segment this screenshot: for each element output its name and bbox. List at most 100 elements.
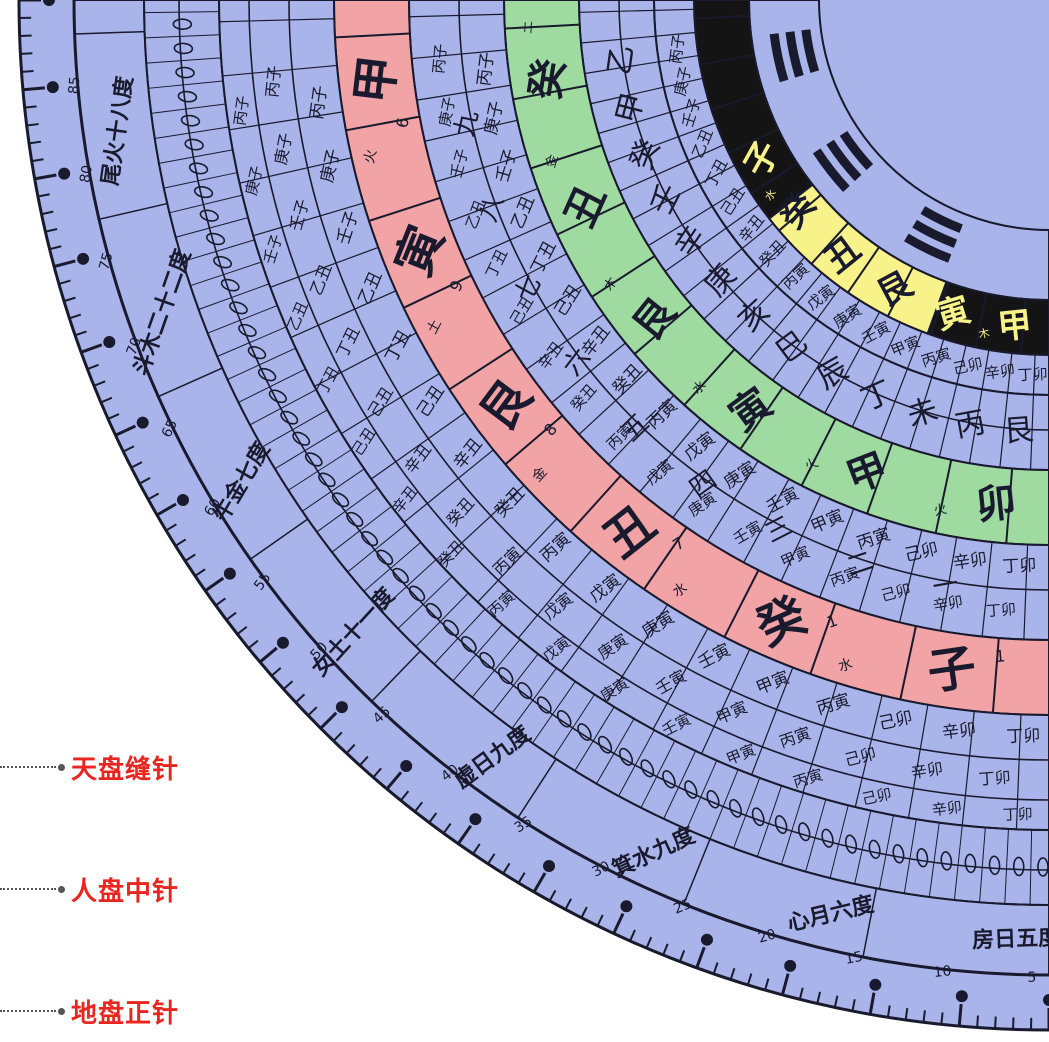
scale-tick bbox=[414, 801, 424, 813]
scale-tick bbox=[194, 568, 206, 577]
scale-dot bbox=[700, 933, 713, 946]
scale-tick bbox=[282, 680, 294, 690]
scale-dot bbox=[1043, 994, 1049, 1006]
scale-tick bbox=[114, 424, 137, 437]
radial-divider bbox=[590, 77, 703, 105]
radial-divider bbox=[227, 347, 296, 381]
radial-divider bbox=[953, 825, 963, 901]
radial-divider bbox=[403, 449, 494, 523]
inner-pillar-label: 丁卯 bbox=[1017, 365, 1048, 384]
scale-tick bbox=[746, 973, 753, 986]
pattern-mark bbox=[172, 18, 193, 31]
scale-dot bbox=[77, 252, 90, 265]
radial-divider bbox=[144, 11, 220, 14]
radial-divider bbox=[880, 331, 923, 439]
radial-divider bbox=[723, 569, 760, 638]
pattern-mark bbox=[247, 345, 267, 360]
pattern-mark bbox=[868, 839, 881, 859]
scale-tick bbox=[107, 413, 120, 420]
yellow-ring-label: 甲 bbox=[996, 305, 1034, 348]
radial-divider bbox=[934, 459, 953, 534]
radial-divider bbox=[163, 172, 238, 189]
radial-divider bbox=[151, 103, 226, 114]
pattern-mark bbox=[706, 789, 720, 809]
pattern-mark bbox=[318, 472, 336, 488]
callout-earth-needle: 地盘正针 bbox=[0, 996, 179, 1029]
radial-divider bbox=[780, 792, 805, 865]
scale-tick bbox=[922, 1010, 926, 1023]
scale-tick bbox=[69, 313, 82, 320]
numeral-label: 一 bbox=[930, 569, 961, 603]
yellow-ring-element: 木 bbox=[914, 307, 929, 323]
radial-divider bbox=[756, 785, 782, 857]
radial-divider bbox=[340, 373, 440, 435]
scale-dot bbox=[955, 990, 968, 1003]
radial-divider bbox=[664, 204, 760, 272]
radial-divider bbox=[477, 518, 558, 603]
scale-tick bbox=[886, 1005, 891, 1018]
radial-divider bbox=[569, 474, 622, 533]
scale-tick bbox=[764, 978, 770, 991]
callout-dot bbox=[58, 885, 65, 893]
scale-tick bbox=[24, 105, 37, 109]
middle-stem-label: 丙子 bbox=[429, 43, 450, 75]
radial-divider bbox=[471, 639, 521, 698]
callout-heaven-needle: 天盘缝针 bbox=[0, 752, 179, 785]
pattern-mark bbox=[376, 549, 394, 566]
scale-tick bbox=[53, 259, 76, 269]
radial-divider bbox=[847, 246, 880, 294]
radial-divider bbox=[578, 369, 650, 435]
scale-tick bbox=[456, 824, 473, 845]
outer-stem-label: 己卯 bbox=[860, 785, 893, 809]
radial-divider bbox=[74, 30, 145, 35]
radial-divider bbox=[709, 769, 739, 840]
pattern-mark bbox=[188, 162, 209, 175]
pattern-mark bbox=[392, 567, 409, 584]
pattern-mark bbox=[619, 747, 634, 766]
inner-pillar-label: 丙子 bbox=[666, 33, 688, 65]
trigram-bar bbox=[904, 233, 952, 263]
scale-tick bbox=[532, 872, 547, 893]
pattern-mark bbox=[229, 301, 248, 315]
radial-divider bbox=[672, 440, 730, 519]
middle-stem-label: 辛卯 bbox=[952, 549, 988, 574]
radial-divider bbox=[938, 345, 967, 458]
radial-divider bbox=[517, 758, 557, 819]
pattern-mark bbox=[408, 585, 426, 602]
outer-stem-label: 丁卯 bbox=[978, 768, 1011, 789]
radial-divider bbox=[780, 494, 822, 582]
radial-divider bbox=[579, 8, 695, 13]
radial-divider bbox=[504, 23, 580, 30]
radial-divider bbox=[551, 342, 626, 404]
outer-stem-label: 丙子 bbox=[307, 84, 332, 120]
scale-number: 30 bbox=[590, 858, 613, 880]
green-ring-label: 癸 bbox=[522, 56, 574, 103]
scale-tick bbox=[940, 1012, 944, 1025]
scale-tick bbox=[45, 228, 58, 233]
callout-earth-needle-label: 地盘正针 bbox=[71, 998, 180, 1029]
radial-divider bbox=[316, 487, 378, 533]
radial-divider bbox=[182, 239, 255, 263]
scale-tick bbox=[851, 999, 856, 1012]
scale-tick bbox=[100, 396, 113, 404]
pattern-mark bbox=[443, 619, 460, 637]
scale-tick bbox=[564, 898, 572, 910]
radial-divider bbox=[511, 667, 557, 729]
radial-divider bbox=[314, 332, 417, 387]
radial-divider bbox=[862, 888, 878, 958]
trigram-bar bbox=[912, 219, 958, 248]
radial-divider bbox=[607, 122, 717, 164]
numeral-label: 九 bbox=[450, 108, 485, 140]
pattern-mark bbox=[199, 209, 219, 222]
radial-divider bbox=[448, 347, 513, 391]
scale-number: 60 bbox=[201, 496, 224, 520]
radial-divider bbox=[502, 284, 585, 335]
radial-divider bbox=[301, 468, 365, 512]
pattern-mark bbox=[479, 651, 495, 669]
pattern-mark bbox=[331, 492, 350, 508]
green-ring-label: 卯 bbox=[974, 479, 1019, 529]
radial-divider bbox=[409, 13, 505, 18]
scale-tick bbox=[695, 946, 706, 969]
radial-divider bbox=[526, 314, 605, 370]
radial-divider bbox=[158, 149, 233, 164]
